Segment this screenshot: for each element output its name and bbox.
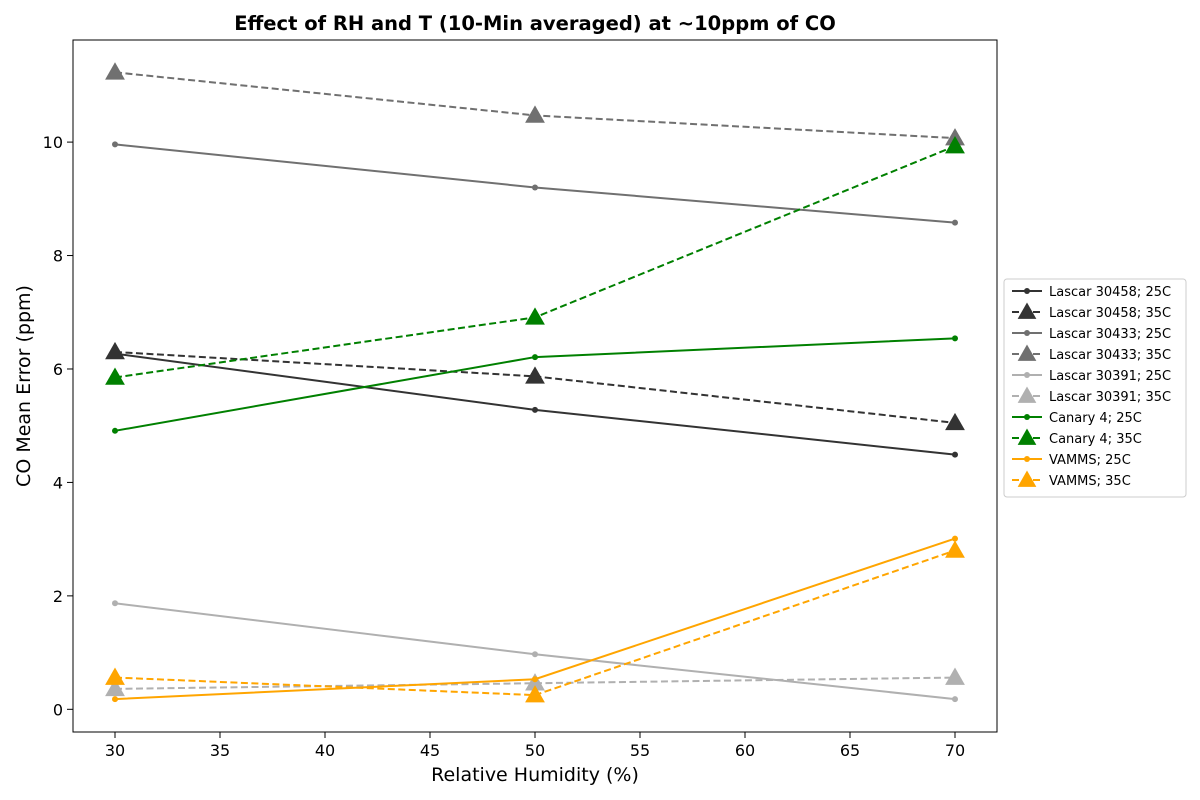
x-tick-label: 60 bbox=[735, 741, 755, 760]
legend-label: Canary 4; 35C bbox=[1049, 432, 1142, 447]
legend-item: Lascar 30458; 25C bbox=[1012, 285, 1171, 300]
chart-title: Effect of RH and T (10-Min averaged) at … bbox=[234, 12, 836, 35]
y-tick-label: 2 bbox=[53, 587, 63, 606]
legend-item: Lascar 30433; 25C bbox=[1012, 327, 1171, 342]
data-point-triangle bbox=[105, 667, 125, 685]
data-point bbox=[952, 451, 958, 458]
legend-item: Lascar 30433; 35C bbox=[1012, 344, 1171, 363]
data-point bbox=[112, 696, 118, 703]
legend-marker bbox=[1024, 372, 1030, 378]
x-tick-label: 35 bbox=[210, 741, 230, 760]
y-tick-label: 10 bbox=[43, 133, 63, 152]
data-point bbox=[112, 427, 118, 434]
data-point-triangle bbox=[105, 62, 125, 80]
legend-label: Canary 4; 25C bbox=[1049, 411, 1142, 426]
data-point-triangle bbox=[945, 412, 965, 431]
x-axis: 30 35 40 45 50 55 60 65 70 bbox=[105, 732, 965, 760]
data-point bbox=[952, 535, 958, 542]
x-tick-label: 30 bbox=[105, 741, 125, 760]
data-point-triangle bbox=[525, 366, 545, 384]
legend-marker bbox=[1024, 330, 1030, 336]
plot-area bbox=[105, 62, 965, 703]
legend-label: Lascar 30391; 35C bbox=[1049, 390, 1171, 405]
legend-item: VAMMS; 35C bbox=[1012, 470, 1131, 489]
x-tick-label: 40 bbox=[315, 741, 335, 760]
x-tick-label: 50 bbox=[525, 741, 545, 760]
series-lascar-30391-25c bbox=[112, 600, 958, 703]
x-tick-label: 65 bbox=[840, 741, 860, 760]
data-point bbox=[532, 651, 538, 658]
legend-marker bbox=[1024, 288, 1030, 294]
series-canary-4-25c bbox=[112, 335, 958, 434]
x-tick-label: 55 bbox=[630, 741, 650, 760]
data-point-triangle bbox=[945, 667, 965, 685]
data-point bbox=[112, 141, 118, 148]
legend-marker-triangle bbox=[1017, 386, 1037, 403]
series-vamms-35c bbox=[105, 540, 965, 703]
series-canary-4-35c bbox=[105, 136, 965, 385]
y-axis: 0 2 4 6 8 10 bbox=[43, 133, 73, 719]
legend-label: VAMMS; 25C bbox=[1049, 453, 1131, 468]
y-axis-label: CO Mean Error (ppm) bbox=[13, 285, 35, 487]
data-point bbox=[952, 335, 958, 342]
legend-label: Lascar 30458; 35C bbox=[1049, 306, 1171, 321]
y-tick-label: 0 bbox=[53, 700, 63, 719]
legend-label: Lascar 30391; 25C bbox=[1049, 369, 1171, 384]
legend-label: Lascar 30433; 25C bbox=[1049, 327, 1171, 342]
legend-label: Lascar 30433; 35C bbox=[1049, 348, 1171, 363]
data-point-triangle bbox=[945, 540, 965, 558]
legend-marker-triangle bbox=[1017, 302, 1037, 319]
data-point bbox=[952, 219, 958, 226]
data-point-triangle bbox=[105, 678, 125, 697]
legend-item: Canary 4; 25C bbox=[1012, 411, 1142, 426]
legend: Lascar 30458; 25C Lascar 30458; 35C Lascar… bbox=[1003, 278, 1187, 498]
x-tick-label: 70 bbox=[945, 741, 965, 760]
legend-marker-triangle bbox=[1017, 470, 1037, 487]
legend-item: Lascar 30458; 35C bbox=[1012, 302, 1171, 321]
data-point-triangle bbox=[525, 685, 545, 703]
x-axis-label: Relative Humidity (%) bbox=[431, 764, 639, 786]
data-point bbox=[112, 600, 118, 607]
x-tick-label: 45 bbox=[420, 741, 440, 760]
legend-item: Lascar 30391; 25C bbox=[1012, 369, 1171, 384]
data-point-triangle bbox=[945, 136, 965, 154]
data-point-triangle bbox=[105, 341, 125, 360]
legend-label: Lascar 30458; 25C bbox=[1049, 285, 1171, 300]
data-point-triangle bbox=[105, 367, 125, 385]
series-vamms-25c bbox=[112, 535, 958, 703]
legend-marker-triangle bbox=[1017, 344, 1037, 361]
legend-marker-triangle bbox=[1017, 428, 1037, 445]
legend-marker bbox=[1024, 456, 1030, 462]
data-point-triangle bbox=[525, 105, 545, 123]
legend-item: Lascar 30391; 35C bbox=[1012, 386, 1171, 405]
legend-marker bbox=[1024, 414, 1030, 420]
data-point bbox=[532, 676, 538, 683]
legend-item: Canary 4; 35C bbox=[1012, 428, 1142, 447]
series-lascar-30433-25c bbox=[112, 141, 958, 226]
data-point bbox=[532, 184, 538, 191]
data-point bbox=[532, 354, 538, 361]
y-tick-label: 6 bbox=[53, 360, 63, 379]
legend-frame bbox=[1003, 278, 1187, 498]
legend-label: VAMMS; 35C bbox=[1049, 474, 1131, 489]
y-tick-label: 8 bbox=[53, 247, 63, 266]
y-tick-label: 4 bbox=[53, 473, 63, 492]
data-point bbox=[952, 696, 958, 703]
data-point-triangle bbox=[525, 307, 545, 325]
data-point bbox=[532, 406, 538, 413]
series-lascar-30458-35c bbox=[105, 341, 965, 431]
legend-item: VAMMS; 25C bbox=[1012, 453, 1131, 468]
